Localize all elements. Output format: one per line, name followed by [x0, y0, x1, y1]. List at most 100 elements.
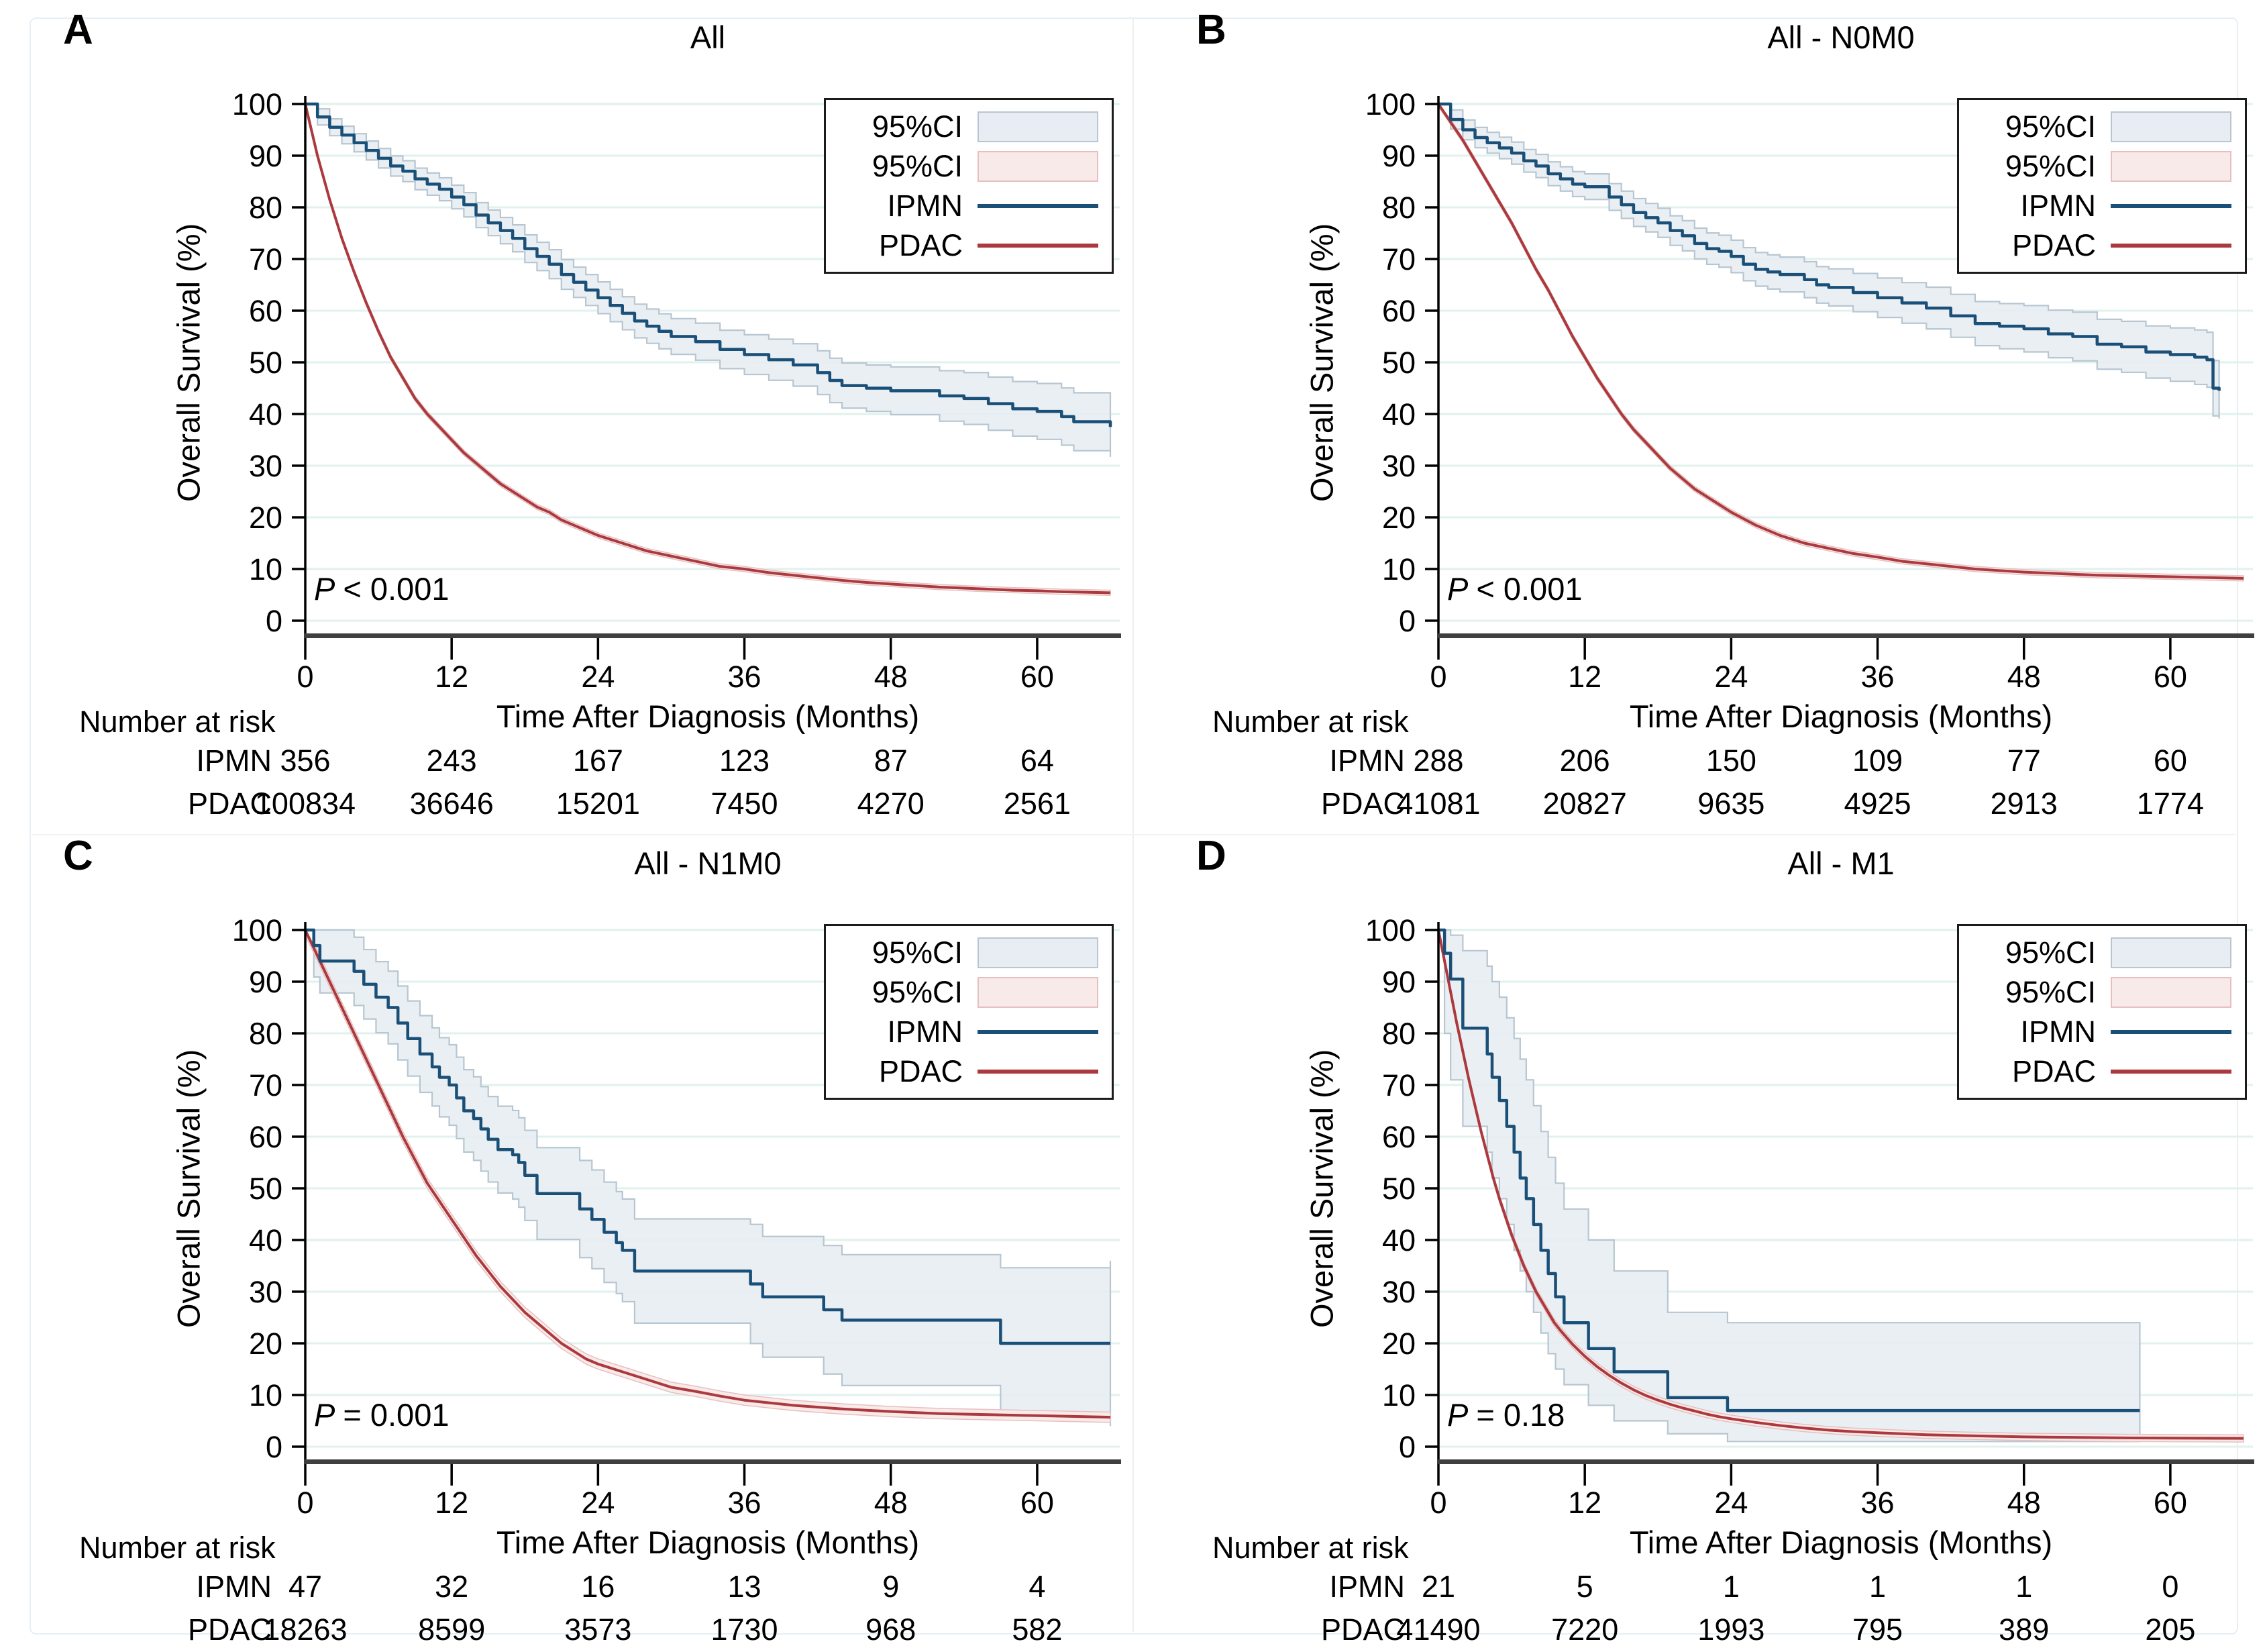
legend: 95%CI 95%CI IPMN PDAC — [824, 924, 1114, 1100]
legend-label: 95%CI — [872, 974, 963, 1009]
y-tick-label: 10 — [249, 552, 282, 586]
legend-row: PDAC — [839, 227, 1098, 264]
p-value: P = 0.18 — [1447, 1396, 1565, 1433]
y-tick-label: 30 — [249, 449, 282, 483]
y-tick-label: 20 — [1382, 501, 1416, 535]
ipmn-curve — [1438, 102, 2221, 391]
y-tick-label: 20 — [1382, 1327, 1416, 1361]
x-tick-label: 48 — [874, 1486, 908, 1520]
chart-title: All — [690, 19, 726, 55]
y-tick-label: 50 — [249, 346, 282, 380]
legend-row: PDAC — [1972, 227, 2231, 264]
y-axis-label: Overall Survival (%) — [170, 223, 207, 502]
y-tick-label: 80 — [249, 1017, 282, 1051]
x-tick-label: 12 — [435, 1486, 468, 1520]
y-tick-label: 70 — [1382, 1068, 1416, 1102]
panel-divider-horizontal — [30, 834, 2235, 835]
y-tick-label: 20 — [249, 1327, 282, 1361]
legend: 95%CI 95%CI IPMN PDAC — [824, 98, 1114, 274]
line-swatch — [978, 203, 1098, 208]
legend-row: IPMN — [839, 187, 1098, 225]
legend-swatch — [978, 1069, 1098, 1074]
p-value-number: = 0.18 — [1476, 1397, 1565, 1433]
x-tick-label: 48 — [874, 660, 908, 694]
legend-row: IPMN — [1972, 1013, 2231, 1051]
p-value: P < 0.001 — [1447, 570, 1582, 607]
x-tick-label: 36 — [728, 1486, 761, 1520]
legend-label: IPMN — [2020, 1014, 2097, 1049]
panel-d: 0 10 20 30 40 50 60 70 80 90 100 0 12 24 36 48 60 D All … — [1133, 826, 2267, 1652]
legend-swatch — [978, 243, 1098, 248]
y-tick-label: 60 — [1382, 1120, 1416, 1154]
km-plot-svg: 0 10 20 30 40 50 60 70 80 90 100 0 12 24 36 48 60 — [232, 913, 1121, 1520]
x-tick-label: 0 — [1430, 660, 1446, 694]
y-tick-label: 60 — [249, 294, 282, 328]
x-axis-label: Time After Diagnosis (Months) — [496, 699, 920, 734]
y-tick-label: 30 — [249, 1275, 282, 1309]
pdac-ci-band — [305, 103, 1111, 597]
pdac-curve — [304, 929, 1111, 1419]
x-tick-label: 0 — [1430, 1486, 1446, 1520]
legend-label: 95%CI — [2005, 148, 2096, 183]
x-tick-label: 60 — [1020, 1486, 1054, 1520]
legend-swatch — [978, 203, 1098, 208]
p-value-number: = 0.001 — [343, 1397, 450, 1433]
pdac-curve — [1437, 103, 2244, 580]
legend-swatch — [978, 150, 1098, 182]
legend-swatch — [2111, 150, 2231, 182]
legend-swatch — [2111, 111, 2231, 142]
panel-a: 0 10 20 30 40 50 60 70 80 90 100 0 12 24 36 48 60 A All … — [0, 0, 1134, 826]
legend-row: PDAC — [839, 1053, 1098, 1090]
x-tick-label: 36 — [1861, 1486, 1895, 1520]
x-tick-label: 12 — [1568, 660, 1601, 694]
chart-title: All - N0M0 — [1767, 19, 1915, 55]
p-value: P = 0.001 — [314, 1396, 449, 1433]
number-at-risk-header: Number at risk — [1212, 705, 1409, 739]
y-tick-label: 90 — [249, 139, 282, 173]
y-tick-label: 0 — [266, 604, 282, 638]
x-tick-label: 36 — [728, 660, 761, 694]
y-tick-label: 100 — [232, 913, 282, 947]
y-tick-label: 0 — [1399, 1430, 1416, 1464]
legend-row: 95%CI — [1972, 934, 2231, 972]
y-tick-label: 40 — [249, 397, 282, 431]
p-value-symbol: P — [1447, 1397, 1469, 1433]
y-tick-label: 60 — [1382, 294, 1416, 328]
line-swatch — [978, 1069, 1098, 1074]
y-tick-label: 50 — [1382, 1172, 1416, 1206]
legend-label: PDAC — [878, 227, 963, 262]
y-tick-label: 100 — [1365, 913, 1416, 947]
legend-row: PDAC — [1972, 1053, 2231, 1090]
line-swatch — [978, 243, 1098, 248]
y-tick-label: 30 — [1382, 1275, 1416, 1309]
p-value-number: < 0.001 — [1476, 571, 1583, 607]
legend-swatch — [2111, 203, 2231, 208]
panel-letter: D — [1196, 833, 1226, 879]
y-tick-label: 0 — [266, 1430, 282, 1464]
legend-label: PDAC — [2011, 1053, 2096, 1088]
legend-label: PDAC — [878, 1053, 963, 1088]
pdac-curve — [1437, 929, 2244, 1440]
line-swatch — [2111, 1029, 2231, 1034]
km-plot: 0 10 20 30 40 50 60 70 80 90 100 0 12 24 36 48 60 — [0, 0, 1134, 826]
x-axis-line — [304, 633, 1121, 638]
y-axis-label: Overall Survival (%) — [1304, 1049, 1340, 1328]
legend-label: 95%CI — [2005, 974, 2096, 1009]
ci-swatch — [2111, 150, 2231, 182]
y-axis-label: Overall Survival (%) — [170, 1049, 207, 1328]
x-tick-label: 60 — [2154, 1486, 2187, 1520]
legend-label: IPMN — [2020, 188, 2097, 223]
line-swatch — [2111, 1069, 2231, 1074]
y-tick-label: 50 — [1382, 346, 1416, 380]
x-tick-label: 60 — [2154, 660, 2187, 694]
legend-swatch — [978, 1029, 1098, 1034]
panel-divider-vertical — [1132, 17, 1134, 1632]
ipmn-curve — [1438, 928, 2140, 1412]
legend-swatch — [978, 976, 1098, 1008]
p-value-number: < 0.001 — [343, 571, 450, 607]
legend-row: 95%CI — [839, 934, 1098, 972]
ci-swatch — [2111, 111, 2231, 142]
y-tick-label: 40 — [1382, 397, 1416, 431]
legend-label: 95%CI — [872, 935, 963, 970]
legend-row: 95%CI — [839, 974, 1098, 1011]
